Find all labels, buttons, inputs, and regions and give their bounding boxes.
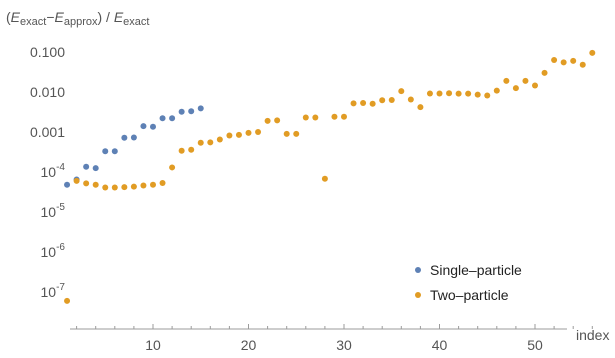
data-points [64,49,596,304]
data-point [388,97,395,104]
data-point [341,113,347,120]
x-tick-label: 20 [241,337,257,353]
data-point [178,147,185,154]
data-point [417,104,424,111]
series-single-particle [64,105,204,188]
data-point [150,123,156,130]
data-point [274,117,281,124]
data-point [235,131,242,138]
series-two-particle [64,49,596,304]
data-point [503,77,510,84]
data-point [379,97,386,104]
legend-label: Single–particle [430,262,522,278]
data-point [92,181,99,188]
axis-ticks: 10 20 30 40 50 0.100 0.010 0.001 10-4 10-5 10-6 10-… [30,44,593,353]
data-point [150,181,156,188]
data-point [532,82,538,89]
data-point [312,114,319,121]
data-point [541,69,548,76]
data-point [446,90,453,97]
data-point [111,184,118,191]
data-point [398,88,405,95]
x-axis-title: index [576,327,609,343]
x-tick-label: 30 [336,337,352,353]
data-point [331,113,338,120]
data-point [245,129,252,136]
data-point [178,108,185,115]
data-point [83,180,90,187]
y-tick-label: 0.100 [30,44,65,60]
data-point [121,184,128,191]
data-point [159,115,166,122]
y-axis-title: (Eexact−Eapprox) / Eexact [6,9,149,28]
data-point [522,77,529,84]
data-point [484,92,491,99]
data-point [255,129,262,135]
data-point [426,90,433,97]
y-tick-label: 10-4 [41,162,66,180]
data-point [216,136,223,143]
data-point [83,163,90,170]
legend: Single–particle Two–particle [415,262,522,303]
data-point [474,91,481,98]
y-tick-label: 0.001 [30,124,65,140]
y-tick-label: 10-6 [41,242,66,260]
data-point [369,100,376,107]
data-point [102,148,109,155]
data-point [321,175,328,182]
data-point [140,182,147,189]
data-point [92,165,99,172]
data-point [436,90,443,97]
data-point [130,183,137,190]
data-point [207,139,214,146]
data-point [121,134,128,141]
data-point [465,90,472,97]
data-point [493,87,500,94]
data-point [169,115,176,122]
data-point [197,105,204,112]
data-point [551,57,558,64]
data-point [407,96,414,103]
data-point [560,59,567,66]
y-tick-label: 10-5 [41,202,66,220]
legend-label: Two–particle [430,287,509,303]
data-point [283,130,290,137]
data-point [302,114,309,121]
data-point [140,123,147,130]
legend-marker [415,292,421,298]
data-point [579,61,586,68]
data-point [570,57,577,64]
data-point [512,85,519,92]
x-tick-label: 10 [145,337,161,353]
data-point [197,139,204,146]
x-tick-label: 50 [527,337,543,353]
data-point [102,184,109,191]
data-point [159,180,166,187]
data-point [188,146,195,153]
data-point [64,181,71,188]
y-tick-label: 0.010 [30,84,65,100]
data-point [73,177,80,184]
y-tick-label: 10-7 [41,282,66,300]
legend-marker [415,267,421,273]
data-point [293,130,300,137]
data-point [455,90,462,97]
data-point [111,148,118,155]
data-point [188,108,195,115]
data-point [589,49,596,56]
data-point [130,134,137,141]
data-point [169,164,176,171]
data-point [350,100,357,107]
x-tick-label: 40 [432,337,448,353]
data-point [226,132,233,139]
data-point [64,297,71,304]
data-point [360,100,367,107]
data-point [264,117,271,124]
